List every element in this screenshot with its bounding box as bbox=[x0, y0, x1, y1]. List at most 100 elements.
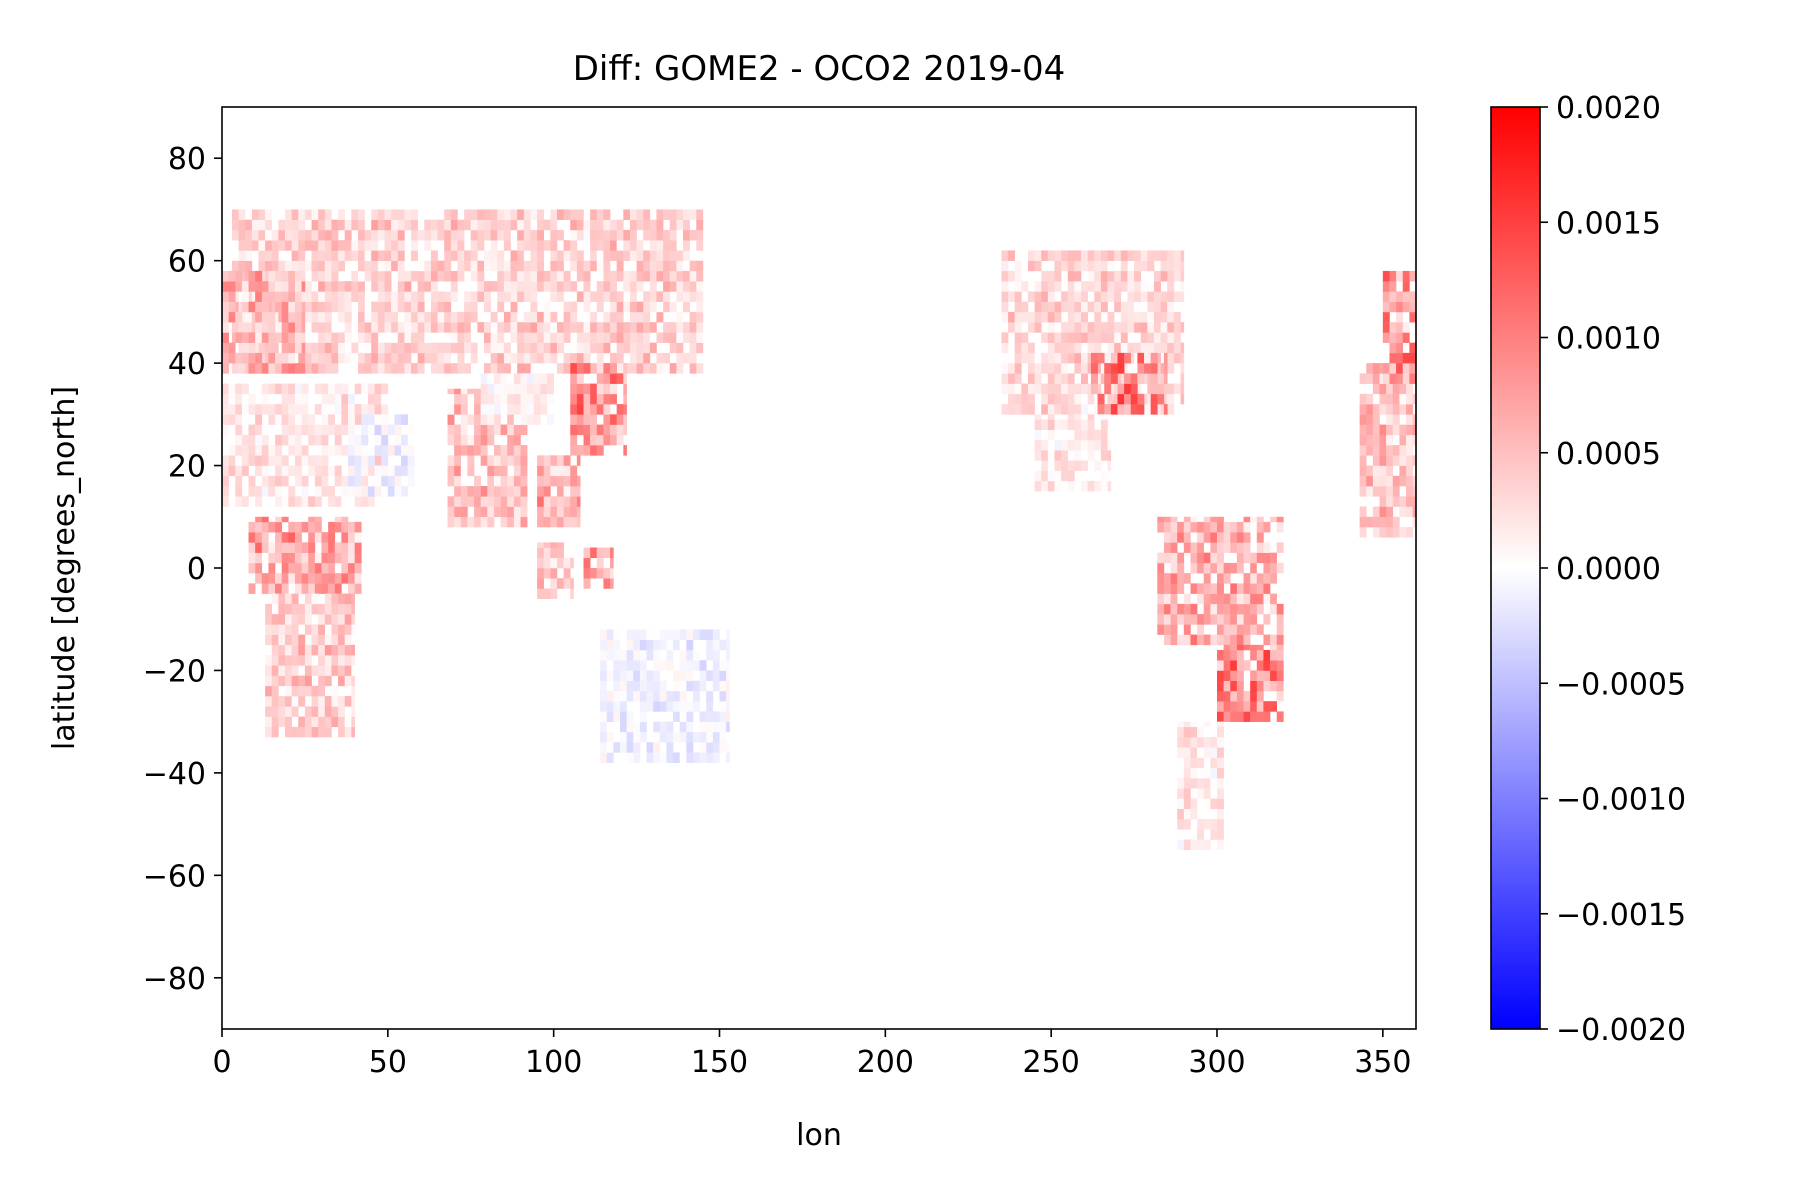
heatmap-cell bbox=[1396, 342, 1404, 354]
heatmap-cell bbox=[636, 260, 644, 272]
heatmap-cell bbox=[1067, 414, 1075, 420]
heatmap-cell bbox=[1034, 383, 1042, 395]
heatmap-cell bbox=[1157, 393, 1165, 405]
heatmap-cell bbox=[610, 240, 617, 251]
heatmap-cell bbox=[1160, 260, 1168, 272]
heatmap-cell bbox=[357, 250, 365, 261]
heatmap-cell bbox=[543, 311, 551, 323]
heatmap-cell bbox=[1223, 670, 1231, 681]
heatmap-cell bbox=[1190, 726, 1198, 738]
heatmap-cell bbox=[344, 229, 352, 241]
heatmap-cell bbox=[1406, 465, 1413, 477]
heatmap-cell bbox=[673, 680, 680, 692]
heatmap-cell bbox=[1399, 383, 1407, 395]
heatmap-cell bbox=[1021, 342, 1029, 354]
heatmap-cell bbox=[311, 706, 319, 717]
heatmap-cell bbox=[513, 434, 521, 446]
heatmap-cell bbox=[447, 424, 455, 436]
heatmap-cell bbox=[318, 675, 326, 687]
heatmap-cell bbox=[288, 486, 296, 497]
heatmap-cell bbox=[248, 521, 256, 533]
heatmap-cell bbox=[537, 240, 545, 251]
heatmap-cell bbox=[281, 465, 289, 477]
heatmap-cell bbox=[238, 229, 246, 241]
heatmap-cell bbox=[726, 639, 730, 651]
heatmap-cell bbox=[563, 363, 571, 374]
heatmap-cell bbox=[275, 322, 282, 333]
heatmap-cell bbox=[1210, 552, 1218, 564]
heatmap-cell bbox=[457, 363, 465, 374]
heatmap-cell bbox=[1379, 383, 1387, 395]
heatmap-cell bbox=[692, 680, 700, 692]
heatmap-cell bbox=[490, 311, 498, 323]
heatmap-cell bbox=[663, 281, 671, 292]
heatmap-cell bbox=[726, 670, 730, 681]
heatmap-cell bbox=[1406, 404, 1413, 415]
heatmap-cell bbox=[235, 352, 243, 364]
heatmap-cell bbox=[1203, 573, 1211, 584]
heatmap-cell bbox=[643, 332, 651, 343]
heatmap-cell bbox=[460, 434, 468, 446]
heatmap-cell bbox=[1074, 460, 1082, 471]
heatmap-cell bbox=[1412, 496, 1416, 507]
heatmap-cell bbox=[487, 434, 495, 446]
heatmap-cell bbox=[583, 281, 591, 292]
heatmap-cell bbox=[255, 322, 263, 333]
heatmap-cell bbox=[676, 311, 684, 323]
heatmap-cell bbox=[1107, 470, 1112, 482]
heatmap-cell bbox=[285, 706, 292, 717]
heatmap-cell bbox=[1107, 281, 1115, 292]
heatmap-cell bbox=[490, 250, 498, 261]
heatmap-cell bbox=[1217, 808, 1224, 820]
heatmap-cell bbox=[656, 270, 664, 282]
heatmap-cell bbox=[281, 552, 289, 564]
heatmap-cell bbox=[1366, 486, 1374, 497]
heatmap-cell bbox=[344, 281, 352, 292]
heatmap-cell bbox=[537, 270, 545, 282]
heatmap-cell bbox=[1217, 757, 1224, 769]
heatmap-cell bbox=[255, 445, 263, 456]
heatmap-cell bbox=[1203, 767, 1211, 779]
heatmap-cell bbox=[394, 424, 402, 436]
heatmap-cell bbox=[1087, 419, 1095, 430]
y-tick-label: −40 bbox=[143, 757, 206, 792]
heatmap-cell bbox=[1177, 737, 1185, 748]
heatmap-cell bbox=[328, 532, 336, 543]
heatmap-cell bbox=[1203, 603, 1211, 615]
heatmap-cell bbox=[328, 542, 336, 553]
heatmap-cell bbox=[1157, 603, 1165, 615]
heatmap-cell bbox=[255, 301, 263, 313]
heatmap-cell bbox=[265, 229, 273, 241]
heatmap-cell bbox=[1217, 690, 1224, 702]
heatmap-cell bbox=[537, 311, 545, 323]
heatmap-cell bbox=[563, 465, 571, 477]
heatmap-cell bbox=[639, 731, 647, 743]
heatmap-cell bbox=[1054, 301, 1062, 313]
heatmap-cell bbox=[556, 209, 564, 220]
heatmap-cell bbox=[248, 552, 256, 564]
heatmap-cell bbox=[1001, 281, 1009, 292]
heatmap-cell bbox=[646, 701, 654, 712]
heatmap-cell bbox=[268, 521, 276, 533]
heatmap-cell bbox=[480, 383, 488, 395]
heatmap-cell bbox=[261, 455, 269, 466]
heatmap-cell bbox=[1399, 434, 1407, 446]
heatmap-cell bbox=[1263, 521, 1271, 533]
heatmap-cell bbox=[268, 281, 276, 292]
heatmap-cell bbox=[616, 342, 624, 354]
heatmap-cell bbox=[1392, 414, 1400, 425]
heatmap-cell bbox=[275, 583, 282, 594]
heatmap-cell bbox=[321, 424, 329, 436]
heatmap-cell bbox=[334, 552, 342, 564]
heatmap-cell bbox=[1081, 281, 1088, 292]
heatmap-cell bbox=[1120, 270, 1128, 282]
heatmap-cell bbox=[1100, 301, 1108, 313]
heatmap-cell bbox=[1067, 419, 1075, 430]
heatmap-cell bbox=[301, 486, 309, 497]
heatmap-cell bbox=[454, 445, 462, 456]
heatmap-cell bbox=[381, 465, 389, 477]
heatmap-cell bbox=[610, 393, 617, 405]
heatmap-cell bbox=[311, 665, 319, 676]
heatmap-cell bbox=[248, 301, 256, 313]
heatmap-cell bbox=[583, 291, 591, 302]
